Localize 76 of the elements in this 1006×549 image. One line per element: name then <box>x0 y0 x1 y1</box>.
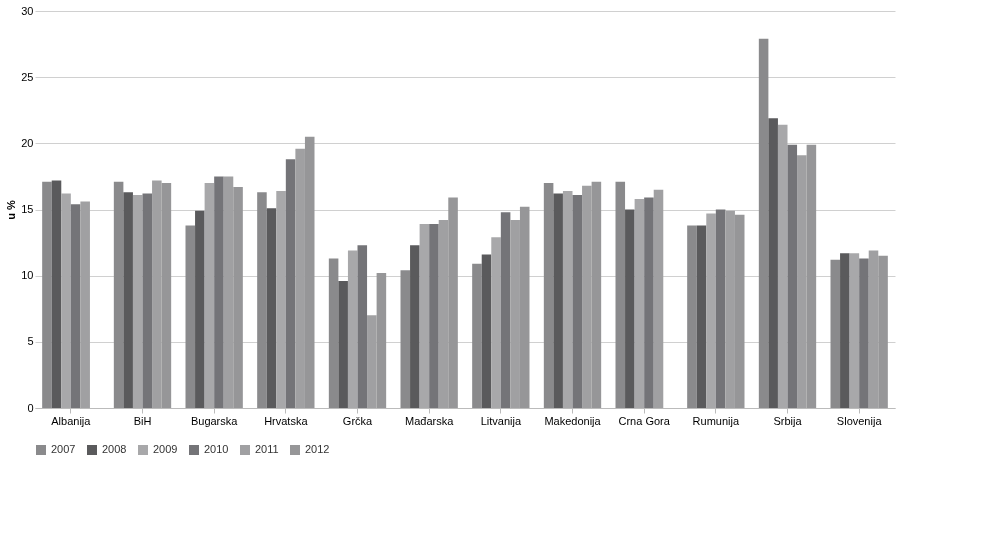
bar <box>491 237 501 408</box>
bar <box>481 254 492 408</box>
y-tick-label: 5 <box>27 335 34 348</box>
y-tick-label: 15 <box>21 203 34 215</box>
bar <box>328 258 339 408</box>
bar <box>132 194 143 408</box>
bar <box>653 189 664 408</box>
bar <box>42 181 52 408</box>
bar <box>70 204 81 408</box>
y-tick-label: 25 <box>21 70 34 83</box>
bar <box>276 190 286 408</box>
bar <box>706 213 716 408</box>
bar <box>562 190 573 408</box>
y-tick-label: 30 <box>21 4 34 17</box>
x-tick-label: Slovenija <box>836 414 883 427</box>
x-tick-label: Grčka <box>342 414 374 427</box>
bar <box>80 201 90 408</box>
bar <box>142 193 153 408</box>
x-tick-label: Albanija <box>51 414 92 427</box>
bar <box>347 250 358 408</box>
bar <box>257 192 267 408</box>
bar <box>204 183 215 408</box>
bar <box>615 181 626 408</box>
bar <box>768 118 778 408</box>
y-tick-label: 20 <box>21 136 34 149</box>
x-tick-label: Litvanija <box>480 414 522 427</box>
bar <box>214 176 224 408</box>
bar <box>113 181 124 408</box>
bar <box>715 209 726 408</box>
bar <box>787 144 798 408</box>
legend-label: 2009 <box>153 443 178 455</box>
bar <box>634 198 645 408</box>
bar <box>51 180 62 408</box>
x-tick-label: Mađarska <box>405 414 455 427</box>
bar <box>758 38 769 408</box>
bar <box>338 280 348 408</box>
x-tick-label: Crna Gora <box>618 414 671 427</box>
bar <box>429 224 439 408</box>
bar <box>777 124 788 408</box>
bar <box>500 212 511 408</box>
y-axis-title: u % <box>5 200 18 220</box>
x-tick-label: Srbija <box>773 414 803 427</box>
legend-label: 2007 <box>51 443 76 455</box>
bar <box>123 192 133 408</box>
y-tick-label: 0 <box>27 401 34 414</box>
bar <box>266 208 277 408</box>
legend-label: 2011 <box>255 443 279 455</box>
bar <box>553 193 563 408</box>
bar <box>472 263 482 408</box>
bar <box>400 270 411 408</box>
bar <box>572 194 583 408</box>
bar <box>849 253 860 408</box>
bar <box>625 209 635 408</box>
bar <box>830 259 841 408</box>
bar <box>840 253 850 408</box>
bar <box>696 225 707 408</box>
x-tick-label: Makedonija <box>544 414 602 427</box>
bar <box>687 225 697 408</box>
bar <box>185 225 196 408</box>
bar <box>357 245 368 408</box>
legend-label: 2008 <box>102 443 127 455</box>
bar <box>859 258 869 408</box>
x-tick-label: Hrvatska <box>264 414 309 427</box>
bar <box>644 197 654 408</box>
legend-label: 2010 <box>204 443 229 455</box>
bar <box>285 159 296 408</box>
x-tick-label: Bugarska <box>190 414 239 427</box>
bar <box>61 193 71 408</box>
x-tick-label: Rumunija <box>692 414 740 427</box>
bar <box>195 210 205 408</box>
y-tick-label: 10 <box>21 269 34 282</box>
x-tick-label: BiH <box>133 414 152 427</box>
bar <box>543 183 554 408</box>
bar <box>419 224 430 408</box>
legend-label: 2012 <box>305 443 330 455</box>
bar <box>410 245 420 408</box>
